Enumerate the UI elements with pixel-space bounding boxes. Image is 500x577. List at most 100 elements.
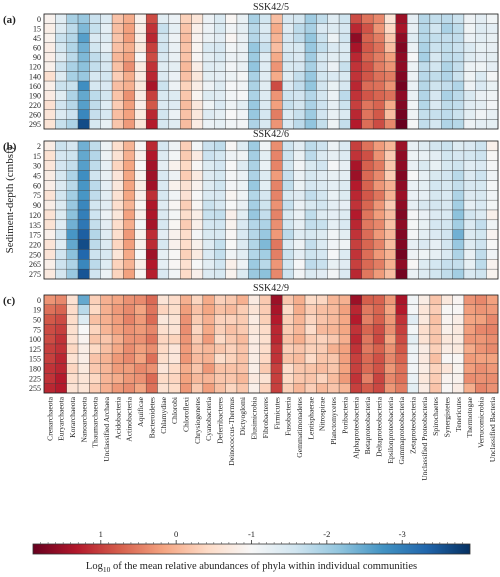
heatmap-cell — [395, 71, 408, 82]
heatmap-cell — [157, 119, 170, 130]
phylum-label: Nitrospirae — [318, 396, 327, 431]
heatmap-cell — [486, 343, 499, 354]
heatmap-cell — [180, 42, 192, 53]
heatmap-cell — [214, 119, 226, 130]
heatmap-cell — [191, 334, 204, 345]
heatmap-cell — [214, 324, 226, 335]
heatmap-cell — [293, 150, 306, 161]
heatmap-cell — [338, 219, 351, 230]
heatmap-cell — [100, 71, 113, 82]
heatmap-cell — [316, 259, 328, 270]
heatmap-cell — [338, 268, 351, 280]
heatmap-cell — [350, 314, 362, 325]
heatmap-cell — [407, 150, 419, 161]
heatmap-cell — [157, 304, 170, 315]
heatmap-cell — [134, 100, 147, 111]
heatmap-cell — [168, 119, 181, 130]
heatmap-cell — [66, 190, 79, 201]
heatmap-cell — [395, 363, 408, 374]
heatmap-cell — [372, 268, 385, 280]
heatmap-cell — [441, 268, 453, 280]
heatmap-cell — [304, 229, 317, 240]
heatmap-cell — [180, 209, 192, 221]
heatmap-cell — [327, 52, 340, 63]
heatmap-cell — [236, 294, 249, 305]
heatmap-cell — [100, 268, 113, 280]
heatmap-cell — [293, 71, 306, 82]
heatmap-cell — [441, 314, 453, 325]
heatmap-cell — [100, 160, 113, 171]
heatmap-cell — [55, 52, 67, 63]
heatmap-cell — [475, 23, 487, 34]
heatmap-cell — [123, 80, 135, 91]
heatmap-cell — [463, 190, 476, 201]
heatmap-cell — [407, 249, 419, 260]
heatmap-cell — [327, 13, 340, 24]
panel-title: SSK42/5 — [253, 2, 289, 13]
heatmap-cell — [248, 209, 260, 221]
heatmap-cell — [429, 150, 442, 161]
heatmap-cell — [327, 199, 340, 211]
heatmap-cell — [372, 294, 385, 305]
depth-tick-label: 155 — [29, 355, 41, 364]
heatmap-cell — [304, 52, 317, 63]
heatmap-cell — [270, 170, 283, 181]
heatmap-cell — [225, 52, 238, 63]
heatmap-cell — [304, 170, 317, 181]
heatmap-cell — [270, 150, 283, 161]
heatmap-cell — [486, 209, 499, 221]
heatmap-cell — [372, 373, 385, 384]
heatmap-cell — [441, 109, 453, 120]
heatmap-cell — [384, 363, 397, 374]
heatmap-cell — [43, 119, 56, 130]
heatmap-cell — [418, 170, 431, 181]
heatmap-cell — [361, 100, 374, 111]
heatmap-cell — [77, 140, 90, 152]
colorbar-tick-label: 1 — [99, 529, 103, 539]
heatmap-cell — [89, 180, 101, 191]
heatmap-cell — [361, 150, 374, 161]
heatmap-cell — [316, 140, 328, 152]
heatmap-cell — [327, 229, 340, 240]
heatmap-cell — [282, 314, 294, 325]
heatmap-cell — [441, 219, 453, 230]
heatmap-cell — [270, 334, 283, 345]
heatmap-cell — [191, 42, 204, 53]
heatmap-cell — [407, 343, 419, 354]
heatmap-cell — [407, 324, 419, 335]
heatmap-cell — [202, 119, 215, 130]
heatmap-cell — [429, 170, 442, 181]
heatmap-cell — [418, 140, 431, 152]
depth-tick-label: 2 — [37, 142, 41, 151]
heatmap-cell — [259, 100, 272, 111]
heatmap-cell — [248, 140, 260, 152]
heatmap-cell — [89, 259, 101, 270]
heatmap-cell — [145, 42, 158, 53]
heatmap-cell — [214, 52, 226, 63]
heatmap-cell — [134, 294, 147, 305]
heatmap-cell — [157, 23, 170, 34]
heatmap-cell — [168, 229, 181, 240]
heatmap-cell — [123, 109, 135, 120]
heatmap-cell — [123, 259, 135, 270]
heatmap-cell — [236, 363, 249, 374]
heatmap-cell — [248, 334, 260, 345]
heatmap-cell — [429, 259, 442, 270]
heatmap-cell — [282, 199, 294, 211]
heatmap-cell — [55, 32, 67, 43]
colorbar-tick-label: -1 — [248, 529, 255, 539]
depth-tick-label: 120 — [29, 63, 41, 72]
heatmap-cell — [259, 109, 272, 120]
heatmap-cell — [350, 249, 362, 260]
heatmap-cell — [43, 363, 56, 374]
heatmap-cell — [338, 42, 351, 53]
heatmap-cell — [89, 314, 101, 325]
heatmap-cell — [475, 190, 487, 201]
heatmap-cell — [270, 71, 283, 82]
heatmap-cell — [145, 160, 158, 171]
heatmap-cell — [327, 80, 340, 91]
heatmap-cell — [407, 353, 419, 364]
heatmap-cell — [316, 170, 328, 181]
heatmap-cell — [475, 259, 487, 270]
heatmap-cell — [407, 334, 419, 345]
